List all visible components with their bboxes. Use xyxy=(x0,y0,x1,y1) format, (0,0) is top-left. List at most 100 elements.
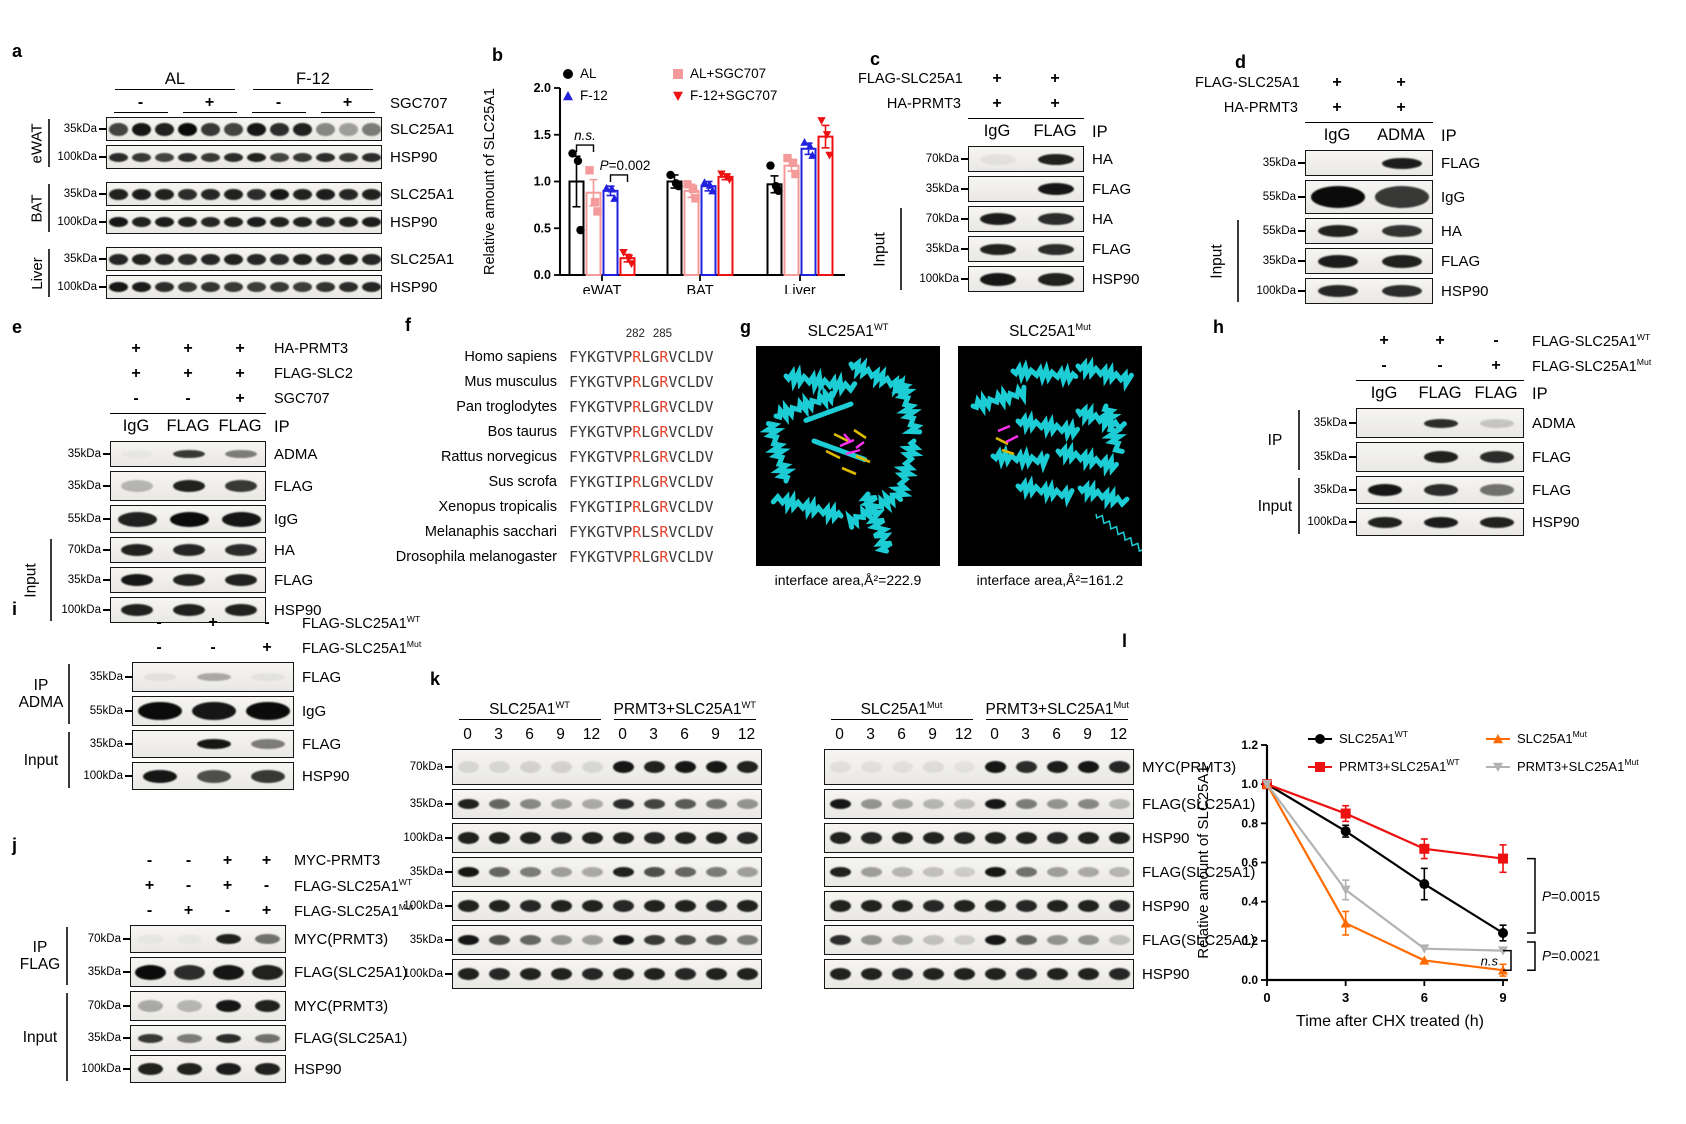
blot-band xyxy=(643,935,666,946)
kda-label: 55kDa xyxy=(52,513,110,525)
kda-text: 70kDa xyxy=(87,1000,121,1012)
ip-headers: IgG FLAG FLAG xyxy=(110,413,266,437)
residue: G xyxy=(650,447,660,466)
blot-band xyxy=(984,832,1007,845)
kda-tick xyxy=(99,156,106,158)
condition-label: FLAG-SLC25A1 xyxy=(858,70,963,87)
ribbon-helix xyxy=(783,364,858,399)
condition-value: - xyxy=(146,901,153,919)
blot-band xyxy=(860,968,883,981)
strip-cell xyxy=(132,762,294,790)
series-line xyxy=(1266,783,1504,972)
data-point xyxy=(774,186,783,196)
strip-cell xyxy=(106,275,382,299)
blot-band xyxy=(293,253,312,265)
ip-header: FLAG xyxy=(1033,121,1077,140)
panel-c-coip-blot: + + FLAG-SLC25A1 + + HA-PRMT3 IgG FLAG IP 70kDa HA… xyxy=(858,68,1140,292)
blot-band xyxy=(1367,516,1403,528)
blot-band xyxy=(201,253,220,265)
blot-strip xyxy=(106,247,382,271)
blot-band xyxy=(984,799,1007,810)
y-axis-label: Relative amount of SLC25A1 xyxy=(1195,765,1212,958)
blot-band xyxy=(829,832,852,845)
blot-band xyxy=(224,604,258,616)
residue: V xyxy=(704,372,714,391)
residue: T xyxy=(605,547,615,566)
residue-stick-magenta xyxy=(843,433,852,443)
strip-cell xyxy=(110,471,266,501)
blot-band xyxy=(1108,761,1131,774)
residue: F xyxy=(569,372,579,391)
dose-underline: + xyxy=(320,94,375,113)
condition-label: FLAG-SLC25A1Mut xyxy=(294,901,414,920)
panel-i-coip-blot: - + - FLAG-SLC25A1WT - - + FLAG-SLC25A1Mut 35kDa… xyxy=(12,612,421,790)
kda-label: 55kDa xyxy=(1239,191,1305,203)
superscript: WT xyxy=(741,700,756,710)
panel-d-coip-blot: + + FLAG-SLC25A1 + + HA-PRMT3 IgG ADMA IP 35kDa FL… xyxy=(1195,72,1489,304)
blot-band xyxy=(251,739,285,749)
condition-value: + xyxy=(208,613,218,631)
residue: D xyxy=(695,397,705,416)
residue: G xyxy=(596,547,606,566)
kda-text: 35kDa xyxy=(925,183,959,195)
strip-cell xyxy=(106,182,382,206)
blot-band xyxy=(224,152,243,162)
legend-marker xyxy=(673,69,683,79)
blot-band xyxy=(1423,516,1459,528)
strip-cell-right xyxy=(824,959,1134,990)
blot-band xyxy=(212,964,245,980)
timepoint-label: 3 xyxy=(1021,725,1030,743)
kda-tick xyxy=(445,905,452,907)
target-label: MYC(PRMT3) xyxy=(294,930,389,948)
timepoint-row: 0 3 6 9 12 0 3 6 9 12 xyxy=(824,724,1134,745)
blot-band xyxy=(1108,832,1131,845)
kda-text: 100kDa xyxy=(57,216,97,228)
blot-band xyxy=(201,217,220,227)
blot-band xyxy=(132,152,151,162)
kda-text: 35kDa xyxy=(1262,157,1296,169)
ribbon-helix xyxy=(858,491,893,554)
blot-strip xyxy=(106,210,382,234)
blot-band xyxy=(316,188,335,200)
blot-band xyxy=(860,900,883,913)
tissue-label: Liver xyxy=(24,247,50,299)
target-label: ADMA xyxy=(274,445,318,463)
ribbon-helix xyxy=(1075,356,1134,392)
blot-band xyxy=(1046,799,1069,810)
bar xyxy=(683,189,700,277)
blot-band xyxy=(155,282,174,292)
alignment-row: Homo sapiens FYKGTVPRLGRVCLDV xyxy=(372,344,713,369)
data-point xyxy=(607,184,617,193)
blot-strip xyxy=(110,597,266,623)
blot-band xyxy=(362,253,381,265)
panel-b-barchart: 0.0 0.5 1.0 1.5 2.0 Relative amount of SLC25A… xyxy=(478,42,858,299)
group-label-text: Input xyxy=(22,562,40,598)
blot-band xyxy=(143,673,177,681)
blot-band xyxy=(674,761,697,774)
data-point xyxy=(800,138,809,146)
c-terminal-tail xyxy=(1095,514,1146,553)
legend-marker xyxy=(1315,734,1325,744)
condition-value: + xyxy=(1396,98,1406,116)
blot-band xyxy=(216,934,241,944)
strip-cell-left xyxy=(452,925,762,956)
condition-values: - - + + xyxy=(130,850,286,871)
species-name: Melanaphis sacchari xyxy=(424,523,557,540)
kda-label: 100kDa xyxy=(68,1063,130,1075)
target-label: HSP90 xyxy=(1142,897,1190,915)
data-point xyxy=(576,225,585,235)
legend-marker xyxy=(1493,734,1503,744)
legend-label: SLC25A1Mut xyxy=(1517,729,1588,746)
blot-band xyxy=(247,188,266,200)
kda-label: 35kDa xyxy=(902,243,968,255)
condition-label: HA-PRMT3 xyxy=(274,340,349,357)
blot-band xyxy=(736,832,759,845)
kda-text: 100kDa xyxy=(1256,285,1296,297)
bar-chart-svg: 0.0 0.5 1.0 1.5 2.0 Relative amount of SLC25A… xyxy=(482,66,845,299)
significance-bracket xyxy=(575,144,595,153)
kda-label: 35kDa xyxy=(50,123,106,135)
residue: T xyxy=(605,347,615,366)
blot-band xyxy=(519,968,542,981)
residue: K xyxy=(587,422,597,441)
blot-band xyxy=(293,152,312,162)
